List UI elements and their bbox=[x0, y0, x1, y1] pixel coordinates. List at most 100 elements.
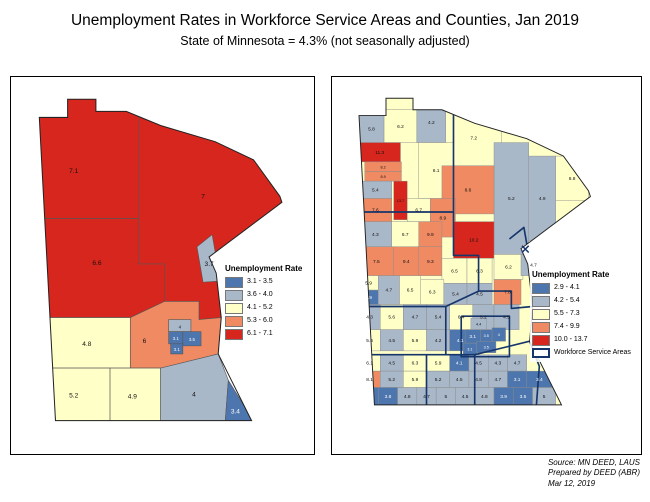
rate-label: 4.1 bbox=[457, 338, 464, 344]
rate-label: 8.9 bbox=[440, 215, 447, 221]
rate-label: 5.2 bbox=[435, 377, 442, 383]
rate-label: 4.5 bbox=[462, 394, 469, 400]
rate-label: 4.8 bbox=[404, 394, 411, 400]
rate-label: 7.2 bbox=[470, 135, 477, 141]
rate-label: 6 bbox=[143, 338, 147, 345]
minnesota-outline bbox=[358, 97, 591, 406]
wsa-outline-swatch-icon bbox=[532, 347, 550, 358]
rate-label: 6.7 bbox=[415, 208, 422, 214]
county-region bbox=[493, 279, 522, 305]
rate-label: 4.5 bbox=[388, 361, 395, 367]
duluth-x-marker bbox=[521, 245, 530, 254]
rate-label: 7.5 bbox=[373, 259, 380, 265]
legend-swatch-icon bbox=[532, 295, 550, 307]
rate-label: 4.5 bbox=[388, 338, 395, 344]
wsa-region bbox=[182, 331, 202, 347]
rate-label: 5.6 bbox=[366, 338, 373, 344]
rate-label: 6.3 bbox=[476, 268, 483, 274]
wsa-region bbox=[52, 367, 111, 421]
rate-label: 5.4 bbox=[372, 187, 379, 193]
rate-label: 3.4 bbox=[536, 377, 543, 383]
wsa-regions bbox=[39, 99, 282, 421]
rate-label: 5.9 bbox=[412, 377, 419, 383]
rate-label: 3.4 bbox=[231, 409, 240, 416]
rate-label: 9.3 bbox=[427, 259, 434, 265]
legend-swatch-icon bbox=[532, 321, 550, 333]
rate-label: 8.2 bbox=[380, 165, 385, 169]
rate-label: 4.3 bbox=[372, 232, 379, 238]
rate-label: 4.7 bbox=[386, 288, 393, 294]
legend-swatch-icon bbox=[532, 282, 550, 294]
rate-label: 7 bbox=[201, 193, 205, 200]
rate-label: 4.3 bbox=[366, 315, 373, 321]
legend-item: 6.1 - 7.1 bbox=[225, 328, 302, 340]
page-title: Unemployment Rates in Workforce Service … bbox=[70, 12, 580, 29]
county-region bbox=[391, 221, 420, 247]
legend-title: Unemployment Rate bbox=[532, 270, 610, 279]
rate-label: 3.8 bbox=[385, 394, 392, 400]
rate-label: 3.5 bbox=[520, 394, 527, 400]
source-note: Source: MN DEED, LAUS Prepared by DEED (… bbox=[548, 458, 640, 489]
wsa-map-svg: 7.1 7 6.6 3.7 6 4.8 5.2 4.9 4 3.4 4 3.1 3.5 3.1 bbox=[38, 98, 283, 422]
rate-label: 4.7 bbox=[423, 394, 430, 400]
rate-label: 8.9 bbox=[380, 175, 385, 179]
rate-label: 4.7 bbox=[530, 263, 537, 269]
rate-label: 4.8 bbox=[475, 377, 482, 383]
source-line: Source: MN DEED, LAUS bbox=[547, 458, 640, 467]
legend-swatch-icon bbox=[225, 289, 243, 301]
rate-label: 5 bbox=[444, 394, 447, 400]
legend-item: 5.5 - 7.3 bbox=[532, 308, 631, 320]
county-legend: Unemployment Rate 2.9 - 4.1 4.2 - 5.4 5.5 … bbox=[530, 269, 633, 362]
rate-label: 5.2 bbox=[480, 315, 487, 321]
legend-label: 5.5 - 7.3 bbox=[554, 310, 580, 318]
legend-swatch-icon bbox=[532, 308, 550, 320]
rate-label: 6.4 bbox=[458, 315, 465, 321]
rate-label: 6.1 bbox=[366, 361, 373, 367]
legend-label: 3.1 - 3.5 bbox=[247, 278, 273, 286]
county-map-panel: 5.8 6.2 4.2 7.2 5.2 4.9 6.8 11.3 8.2 8.9 6.1 8.6 5.4… bbox=[331, 76, 642, 455]
rate-label: 3.1 bbox=[173, 336, 180, 341]
wsa-legend: Unemployment Rate 3.1 - 3.5 3.6 - 4.0 4.1 … bbox=[223, 263, 305, 344]
legend-label: 3.6 - 4.0 bbox=[247, 291, 273, 299]
rate-label: 3.1 bbox=[467, 348, 472, 352]
rate-label: 6.5 bbox=[407, 288, 414, 294]
rate-label: 5.9 bbox=[365, 281, 372, 287]
wsa-region bbox=[109, 367, 161, 421]
rate-label: 6.1 bbox=[433, 168, 440, 174]
rate-label: 8.1 bbox=[366, 377, 373, 383]
rate-label: 4 bbox=[498, 333, 500, 337]
rate-label: 3.5 bbox=[484, 334, 489, 338]
legend-swatch-icon bbox=[225, 302, 243, 314]
rate-label: 4.5 bbox=[476, 292, 483, 298]
rate-label: 4.9 bbox=[128, 393, 137, 400]
rate-label: 5.6 bbox=[388, 315, 395, 321]
legend-item: 4.2 - 5.4 bbox=[532, 295, 631, 307]
rate-label: 4.7 bbox=[495, 377, 502, 383]
rate-label: 6.3 bbox=[412, 361, 419, 367]
rate-label: 3.9 bbox=[500, 394, 507, 400]
legend-label: 5.3 - 6.0 bbox=[247, 317, 273, 325]
rate-label: 3.7 bbox=[205, 261, 214, 268]
rate-label: 4.8 bbox=[481, 394, 488, 400]
rate-label: 5.2 bbox=[69, 392, 78, 399]
rate-label: 5.2 bbox=[508, 196, 515, 202]
rate-label: 5.9 bbox=[435, 361, 442, 367]
rate-label: 6.6 bbox=[92, 260, 101, 267]
rate-label: 9.9 bbox=[427, 232, 434, 238]
rate-label: 9.4 bbox=[403, 259, 410, 265]
legend-item-wsa: Workforce Service Areas bbox=[532, 347, 631, 358]
legend-item: 3.1 - 3.5 bbox=[225, 276, 302, 288]
legend-swatch-icon bbox=[225, 276, 243, 288]
rate-label: 5.8 bbox=[368, 127, 375, 133]
county-map-svg: 5.8 6.2 4.2 7.2 5.2 4.9 6.8 11.3 8.2 8.9 6.1 8.6 5.4… bbox=[358, 97, 591, 406]
legend-label: 4.2 - 5.4 bbox=[554, 297, 580, 305]
wsa-region bbox=[170, 343, 184, 355]
rate-label: 5.2 bbox=[388, 377, 395, 383]
rate-label: 4 bbox=[192, 391, 196, 398]
legend-label: 7.4 - 9.9 bbox=[554, 323, 580, 331]
rate-label: 10.2 bbox=[469, 238, 479, 244]
rate-label: 6.8 bbox=[569, 176, 576, 182]
rate-label: 3.5 bbox=[189, 337, 196, 342]
rate-label: 4.9 bbox=[539, 196, 546, 202]
rate-label: 6.7 bbox=[402, 232, 409, 238]
